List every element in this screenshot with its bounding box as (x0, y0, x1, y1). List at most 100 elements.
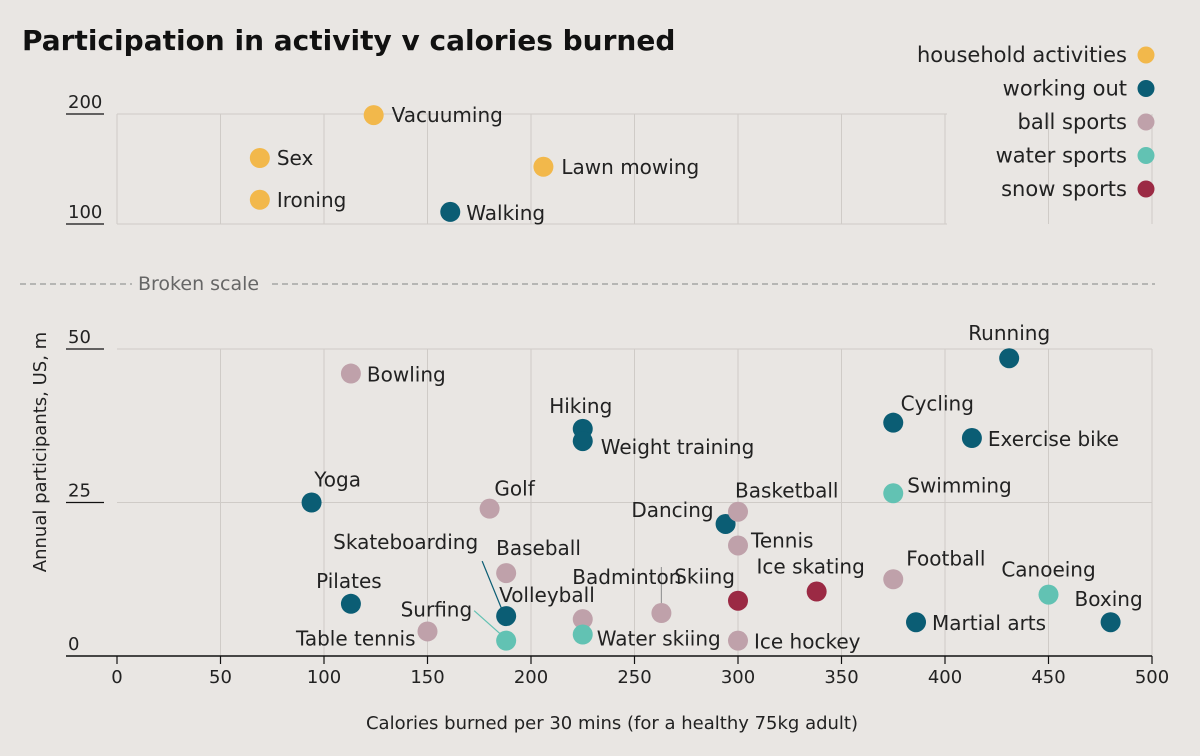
label-hiking: Hiking (549, 394, 612, 418)
x-tick-label: 450 (1031, 667, 1065, 688)
label-dancing: Dancing (631, 498, 713, 522)
point-yoga[interactable] (301, 492, 322, 513)
label-cycling: Cycling (901, 392, 974, 416)
label-canoeing: Canoeing (1001, 558, 1095, 582)
point-golf[interactable] (479, 498, 500, 519)
label-basketball: Basketball (735, 479, 838, 503)
point-lawn-mowing[interactable] (533, 156, 554, 177)
label-swimming: Swimming (907, 473, 1012, 497)
skateboarding-leader (481, 560, 503, 611)
label-running: Running (968, 321, 1050, 345)
label-boxing: Boxing (1075, 587, 1143, 611)
y-tick-label: 50 (68, 327, 91, 348)
y-tick-label: 25 (68, 481, 91, 502)
label-martial-arts: Martial arts (932, 611, 1046, 635)
point-ice-hockey[interactable] (728, 630, 748, 651)
point-dancing[interactable] (715, 513, 736, 534)
point-ironing[interactable] (249, 189, 270, 210)
x-tick-label: 200 (514, 667, 548, 688)
upper-panel-grid (116, 113, 1153, 225)
legend-label-water-sports: water sports (996, 144, 1127, 168)
point-pilates[interactable] (340, 593, 361, 614)
surfing-leader (473, 610, 502, 636)
legend-label-snow-sports: snow sports (1001, 177, 1127, 201)
axes: 0 50 100 150 200 250 300 350 400 450 5002001005025… (66, 92, 1169, 688)
label-pilates: Pilates (316, 569, 382, 593)
legend: household activities working out ball spor… (917, 43, 1155, 201)
legend-swatch-snow-sports (1137, 180, 1155, 198)
x-tick-label: 350 (824, 667, 858, 688)
label-baseball: Baseball (496, 536, 581, 560)
point-tennis[interactable] (728, 535, 748, 556)
y-tick-label: 200 (68, 92, 102, 113)
x-axis-label: Calories burned per 30 mins (for a healt… (366, 713, 858, 734)
label-volleyball: Volleyball (499, 583, 595, 607)
point-basketball[interactable] (728, 501, 748, 522)
point-skiing[interactable] (728, 590, 748, 611)
point-canoeing[interactable] (1038, 584, 1059, 605)
point-volleyball[interactable] (572, 609, 593, 630)
x-tick-label: 400 (928, 667, 962, 688)
point-skateboarding[interactable] (496, 606, 517, 627)
lower-panel-grid (117, 348, 1153, 656)
label-water-skiing: Water skiing (597, 627, 721, 651)
legend-label-household-activities: household activities (917, 43, 1127, 67)
x-tick-label: 250 (617, 667, 651, 688)
point-cycling[interactable] (883, 412, 904, 433)
x-tick-label: 300 (721, 667, 755, 688)
point-water-skiing[interactable] (572, 624, 593, 645)
legend-swatch-working-out (1137, 80, 1155, 97)
point-bowling[interactable] (340, 363, 361, 384)
point-martial-arts[interactable] (906, 612, 927, 633)
broken-scale-label: Broken scale (138, 273, 259, 295)
point-walking[interactable] (440, 201, 461, 222)
label-yoga: Yoga (313, 468, 361, 492)
label-sex: Sex (277, 146, 314, 170)
label-exercise-bike: Exercise bike (988, 427, 1119, 451)
label-skiing: Skiing (674, 565, 735, 589)
point-sex[interactable] (249, 148, 270, 168)
point-running[interactable] (999, 348, 1020, 369)
x-tick-label: 50 (209, 667, 232, 688)
chart-title: Participation in activity v calories bur… (22, 24, 675, 57)
point-baseball[interactable] (496, 563, 517, 584)
point-ice-skating[interactable] (806, 581, 827, 602)
point-exercise-bike[interactable] (961, 428, 982, 449)
label-table-tennis: Table tennis (295, 626, 416, 650)
y-axis-label: Annual participants, US, m (30, 332, 51, 572)
label-ice-skating: Ice skating (757, 555, 865, 579)
x-tick-label: 500 (1135, 667, 1169, 688)
legend-swatch-water-sports (1137, 147, 1155, 164)
label-bowling: Bowling (367, 363, 446, 387)
label-tennis: Tennis (750, 528, 813, 552)
legend-swatch-household-activities (1137, 46, 1155, 64)
y-tick-label: 0 (68, 634, 79, 655)
point-labels: Vacuuming Sex Ironing Lawn mowing Walking Run… (277, 103, 1143, 654)
point-vacuuming[interactable] (363, 105, 384, 126)
label-connectors (473, 560, 663, 636)
point-surfing[interactable] (496, 630, 517, 651)
point-boxing[interactable] (1100, 612, 1121, 633)
label-weight-training: Weight training (601, 435, 755, 459)
x-tick-label: 150 (410, 667, 444, 688)
label-ice-hockey: Ice hockey (754, 630, 861, 654)
point-football[interactable] (883, 569, 904, 590)
point-table-tennis[interactable] (417, 621, 438, 642)
label-golf: Golf (494, 477, 535, 501)
point-weight-training[interactable] (572, 431, 593, 452)
label-surfing: Surfing (401, 598, 473, 622)
label-vacuuming: Vacuuming (392, 103, 503, 127)
point-swimming[interactable] (883, 483, 904, 504)
legend-label-working-out: working out (1003, 77, 1127, 101)
data-points (249, 105, 1121, 651)
label-lawn-mowing: Lawn mowing (561, 155, 699, 179)
x-tick-label: 0 (111, 667, 122, 688)
legend-swatch-ball-sports (1137, 113, 1155, 131)
label-football: Football (906, 546, 985, 570)
x-tick-label: 100 (307, 667, 341, 688)
label-skateboarding: Skateboarding (333, 530, 478, 554)
legend-label-ball-sports: ball sports (1018, 110, 1127, 134)
point-badminton[interactable] (651, 603, 672, 624)
label-badminton: Badminton (572, 565, 681, 589)
